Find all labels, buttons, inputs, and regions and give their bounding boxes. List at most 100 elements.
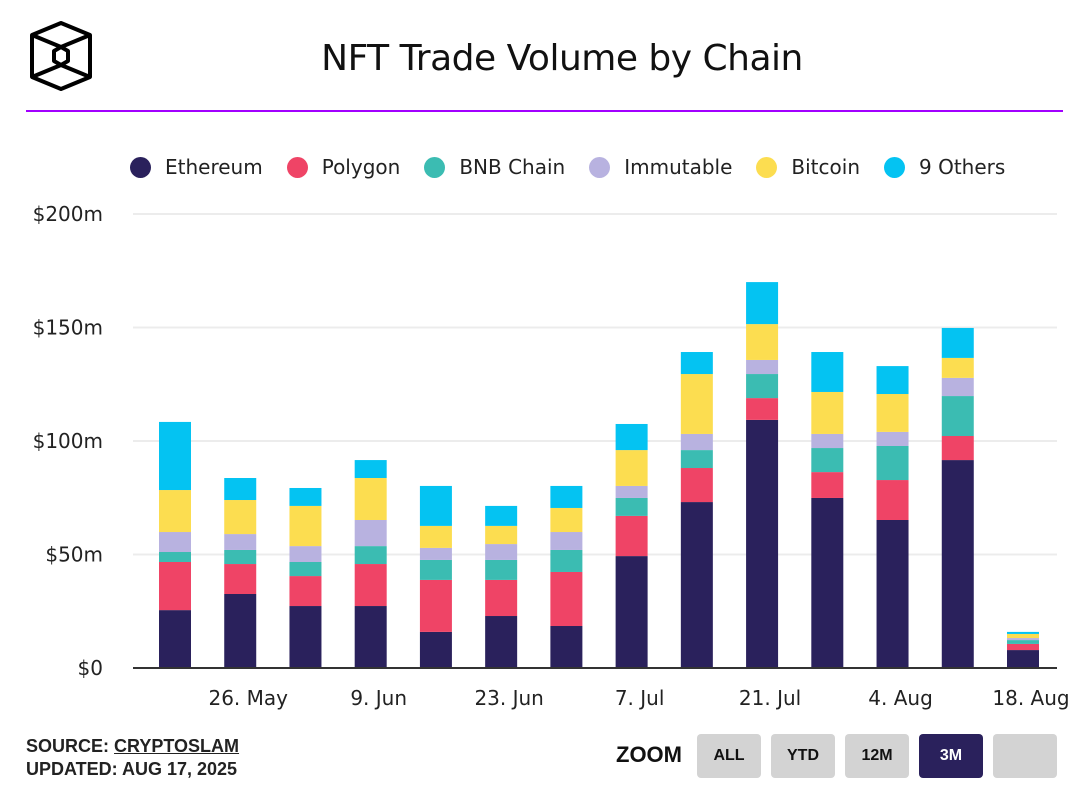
bar-segment-bnb-chain: [485, 559, 518, 580]
bar-segment-immutable: [1007, 638, 1039, 641]
legend-label: Ethereum: [165, 155, 263, 179]
bar-segment-9-others: [811, 352, 844, 392]
bar-segment-ethereum: [746, 419, 779, 668]
bar-segment-ethereum: [941, 460, 974, 668]
bar-segment-polygon: [746, 398, 779, 420]
bar-segment-bitcoin: [354, 478, 387, 520]
legend-label: 9 Others: [919, 155, 1006, 179]
zoom-all-button[interactable]: ALL: [697, 734, 761, 778]
bar-segment-immutable: [941, 377, 974, 397]
bar-segment-immutable: [615, 485, 648, 498]
bar-segment-polygon: [615, 515, 648, 557]
bar-segment-polygon: [1007, 643, 1039, 651]
bar-segment-bitcoin: [419, 525, 452, 548]
bar-segment-bnb-chain: [1007, 640, 1039, 644]
bar-segment-9-others: [680, 352, 713, 375]
legend-item[interactable]: BNB Chain: [424, 155, 565, 179]
bar-segment-bitcoin: [680, 374, 713, 434]
bar-segment-bitcoin: [1007, 633, 1039, 639]
legend-label: BNB Chain: [459, 155, 566, 179]
bar-segment-immutable: [354, 519, 387, 547]
bar-segment-immutable: [746, 359, 779, 375]
title-divider: [26, 110, 1063, 112]
bar-segment-immutable: [876, 431, 909, 446]
bar-segment-immutable: [224, 534, 257, 550]
bar-segment-immutable: [811, 433, 844, 449]
y-tick-label: $50m: [45, 543, 103, 567]
bar-segment-9-others: [941, 327, 974, 358]
bar-segment-bnb-chain: [746, 374, 779, 399]
bar-segment-bitcoin: [876, 394, 909, 432]
zoom-ytd-button[interactable]: YTD: [771, 734, 835, 778]
chart-title: NFT Trade Volume by Chain: [321, 38, 803, 79]
bar-segment-polygon: [419, 579, 452, 632]
legend-dot-icon: [756, 156, 778, 178]
x-tick-label: 4. Aug: [868, 686, 933, 710]
updated-date: UPDATED: AUG 17, 2025: [26, 759, 238, 779]
bar-segment-polygon: [224, 564, 257, 594]
x-tick-label: 23. Jun: [474, 686, 543, 710]
source-info: SOURCE: CRYPTOSLAM UPDATED: AUG 17, 2025: [26, 735, 239, 781]
bar-segment-bnb-chain: [354, 546, 387, 565]
bar-segment-bnb-chain: [680, 450, 713, 469]
bar-segment-bitcoin: [159, 490, 191, 533]
bar-segment-9-others: [289, 487, 322, 506]
bar-segment-polygon: [811, 472, 844, 498]
zoom-label: ZOOM: [616, 742, 682, 767]
y-tick-label: $150m: [33, 316, 103, 340]
bar-segment-ethereum: [159, 610, 191, 668]
bar-segment-bnb-chain: [289, 561, 322, 577]
bar-segment-polygon: [876, 480, 909, 520]
legend-item[interactable]: Ethereum: [130, 155, 263, 179]
y-tick-label: $0: [78, 656, 103, 680]
bar-segment-9-others: [550, 485, 583, 508]
bar-segment-bnb-chain: [419, 559, 452, 580]
x-tick-label: 9. Jun: [350, 686, 407, 710]
legend-item[interactable]: 9 Others: [884, 155, 1005, 179]
y-tick-label: $200m: [33, 202, 103, 226]
bar-segment-bnb-chain: [224, 549, 257, 565]
y-tick-label: $100m: [33, 429, 103, 453]
bar-segment-ethereum: [811, 497, 844, 668]
bar-segment-bnb-chain: [615, 497, 648, 516]
legend-dot-icon: [286, 156, 308, 178]
legend-dot-icon: [589, 156, 611, 178]
zoom-blank-button[interactable]: [993, 734, 1057, 778]
bar-segment-bitcoin: [811, 391, 844, 434]
bar-segment-ethereum: [876, 519, 909, 668]
bar-segment-polygon: [289, 576, 322, 607]
legend-label: Immutable: [624, 155, 733, 179]
legend-label: Bitcoin: [791, 155, 860, 179]
bar-segment-9-others: [485, 505, 518, 526]
source-link[interactable]: CRYPTOSLAM: [114, 736, 240, 756]
legend-label: Polygon: [321, 155, 401, 179]
bar-segment-polygon: [680, 468, 713, 503]
legend-item[interactable]: Bitcoin: [756, 155, 860, 179]
bar-segment-polygon: [354, 564, 387, 607]
legend-item[interactable]: Immutable: [589, 155, 732, 179]
bar-segment-9-others: [354, 460, 387, 479]
legend-dot-icon: [884, 156, 905, 178]
bar-segment-9-others: [876, 366, 909, 395]
legend-item[interactable]: Polygon: [286, 155, 401, 179]
bar-segment-polygon: [550, 571, 583, 627]
bar-segment-ethereum: [550, 626, 583, 668]
bar-segment-ethereum: [354, 606, 387, 668]
bar-segment-bitcoin: [289, 505, 322, 547]
bar-segment-bitcoin: [615, 450, 648, 486]
bar-segment-ethereum: [1007, 650, 1039, 668]
bar-segment-ethereum: [615, 556, 648, 668]
bar-segment-bitcoin: [485, 525, 518, 545]
legend-dot-icon: [424, 156, 446, 178]
cryptoslam-logo-icon: [30, 21, 92, 91]
x-tick-label: 26. May: [208, 686, 288, 710]
zoom-12m-button[interactable]: 12M: [845, 734, 909, 778]
source-label: SOURCE:: [26, 736, 110, 756]
bar-segment-immutable: [159, 532, 191, 553]
bar-segment-bitcoin: [941, 357, 974, 378]
zoom-3m-button[interactable]: 3M: [919, 734, 983, 778]
bar-segment-bnb-chain: [811, 448, 844, 473]
bar-segment-9-others: [419, 485, 452, 526]
bar-segment-polygon: [485, 579, 518, 617]
